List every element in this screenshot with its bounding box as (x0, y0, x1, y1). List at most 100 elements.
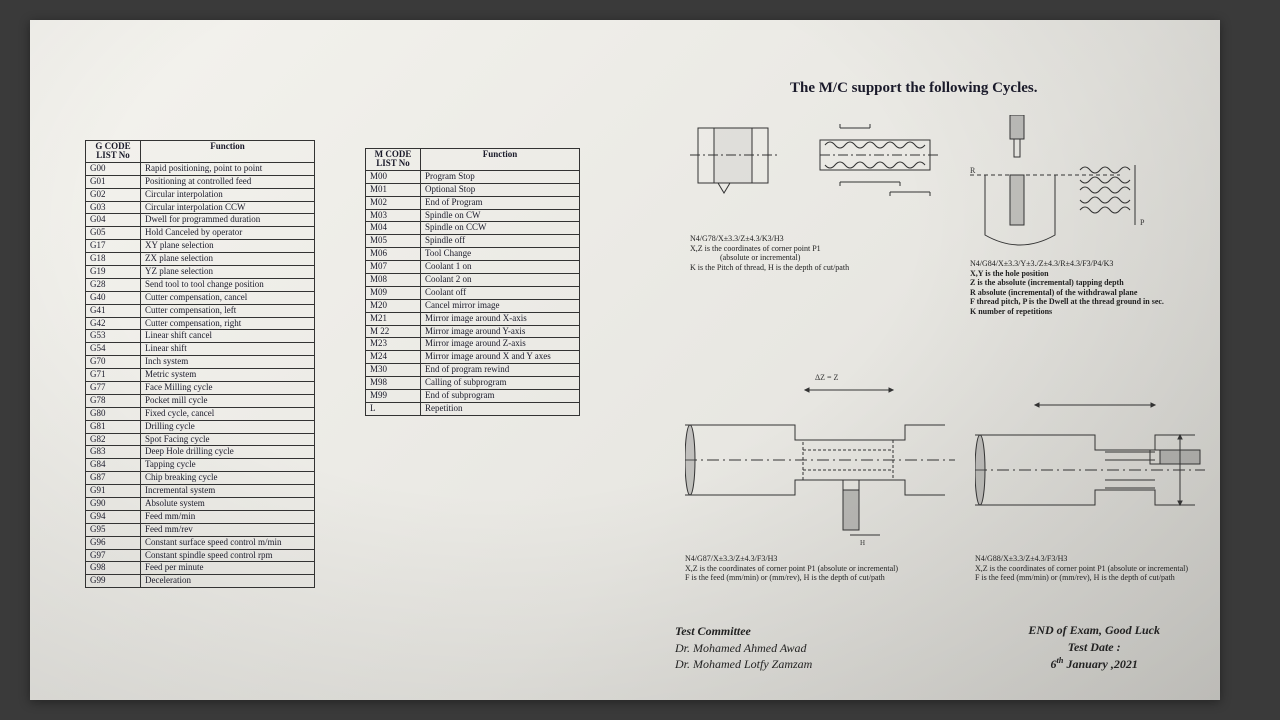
gcode-no: G77 (86, 382, 141, 395)
table-row: M01Optional Stop (366, 183, 580, 196)
table-row: M 22Mirror image around Y-axis (366, 325, 580, 338)
mcode-fn: Tool Change (421, 248, 580, 261)
cycles-title: The M/C support the following Cycles. (790, 80, 1038, 97)
gcode-no: G71 (86, 369, 141, 382)
mcode-no: M24 (366, 351, 421, 364)
mcode-no: M30 (366, 364, 421, 377)
mcode-no: M01 (366, 183, 421, 196)
svg-text:H: H (860, 539, 865, 547)
gcode-no: G70 (86, 356, 141, 369)
gcode-no: G83 (86, 446, 141, 459)
mcode-fn: Mirror image around Z-axis (421, 338, 580, 351)
table-row: G97Constant spindle speed control rpm (86, 549, 315, 562)
mcode-no: M02 (366, 196, 421, 209)
diagram-g88: N4/G88/X±3.3/Z±4.3/F3/H3 X,Z is the coor… (975, 390, 1205, 583)
gcode-no: G54 (86, 343, 141, 356)
mcode-fn: Mirror image around X-axis (421, 312, 580, 325)
table-row: G01Positioning at controlled feed (86, 175, 315, 188)
mcode-header-no: M CODELIST No (366, 149, 421, 171)
gcode-fn: Dwell for programmed duration (141, 214, 315, 227)
table-row: G05Hold Canceled by operator (86, 227, 315, 240)
table-row: G71Metric system (86, 369, 315, 382)
gcode-no: G04 (86, 214, 141, 227)
table-row: G96Constant surface speed control m/min (86, 536, 315, 549)
diagram-g78: N4/G78/X±3.3/Z±4.3/K3/H3 X,Z is the coor… (690, 110, 940, 272)
gcode-table: G CODELIST No Function G00Rapid position… (85, 140, 315, 588)
gcode-no: G17 (86, 240, 141, 253)
gcode-fn: Constant spindle speed control rpm (141, 549, 315, 562)
table-row: G99Deceleration (86, 575, 315, 588)
table-row: M21Mirror image around X-axis (366, 312, 580, 325)
gcode-fn: Feed mm/min (141, 510, 315, 523)
gcode-no: G81 (86, 420, 141, 433)
mcode-no: M21 (366, 312, 421, 325)
table-row: G00Rapid positioning, point to point (86, 162, 315, 175)
d1-l3: K is the Pitch of thread, H is the depth… (690, 263, 940, 273)
gcode-no: G01 (86, 175, 141, 188)
table-row: G18ZX plane selection (86, 253, 315, 266)
table-row: G02Circular interpolation (86, 188, 315, 201)
d3-l2: F is the feed (mm/min) or (mm/rev), H is… (685, 573, 955, 583)
table-row: G19YZ plane selection (86, 266, 315, 279)
mcode-fn: End of subprogram (421, 390, 580, 403)
gcode-header-fn: Function (141, 141, 315, 163)
mcode-no: M04 (366, 222, 421, 235)
table-row: M00Program Stop (366, 170, 580, 183)
table-row: M02End of Program (366, 196, 580, 209)
table-row: M30End of program rewind (366, 364, 580, 377)
mcode-fn: End of program rewind (421, 364, 580, 377)
end-of-exam: END of Exam, Good Luck (1028, 622, 1160, 638)
gcode-fn: Send tool to tool change position (141, 278, 315, 291)
mcode-no: M07 (366, 261, 421, 274)
exam-page: G CODELIST No Function G00Rapid position… (30, 20, 1220, 700)
table-row: M07Coolant 1 on (366, 261, 580, 274)
mcode-fn: Coolant off (421, 286, 580, 299)
table-row: M98Calling of subprogram (366, 377, 580, 390)
mcode-fn: Mirror image around X and Y axes (421, 351, 580, 364)
table-row: G03Circular interpolation CCW (86, 201, 315, 214)
mcode-fn: Optional Stop (421, 183, 580, 196)
gcode-no: G96 (86, 536, 141, 549)
gcode-fn: Face Milling cycle (141, 382, 315, 395)
mcode-fn: Program Stop (421, 170, 580, 183)
gcode-fn: Tapping cycle (141, 459, 315, 472)
gcode-fn: Positioning at controlled feed (141, 175, 315, 188)
d3-code: N4/G87/X±3.3/Z±4.3/F3/H3 (685, 554, 955, 564)
gcode-fn: Spot Facing cycle (141, 433, 315, 446)
mcode-fn: End of Program (421, 196, 580, 209)
table-row: G94Feed mm/min (86, 510, 315, 523)
mcode-no: M99 (366, 390, 421, 403)
gcode-no: G91 (86, 485, 141, 498)
committee-2: Dr. Mohamed Lotfy Zamzam (675, 656, 812, 672)
committee-title: Test Committee (675, 623, 812, 639)
gcode-no: G41 (86, 304, 141, 317)
mcode-no: M08 (366, 274, 421, 287)
gcode-no: G02 (86, 188, 141, 201)
gcode-fn: Cutter compensation, left (141, 304, 315, 317)
gcode-no: G40 (86, 291, 141, 304)
footer-committee: Test Committee Dr. Mohamed Ahmed Awad Dr… (675, 623, 812, 672)
gcode-fn: Feed mm/rev (141, 523, 315, 536)
diagram-g87: ΔZ = Z H N4/G87/X±3.3/Z±4.3/F3/H3 X,Z (685, 370, 955, 583)
gcode-no: G28 (86, 278, 141, 291)
mcode-no: M 22 (366, 325, 421, 338)
table-row: G84Tapping cycle (86, 459, 315, 472)
table-row: M23Mirror image around Z-axis (366, 338, 580, 351)
gcode-fn: Feed per minute (141, 562, 315, 575)
d1-l1: X,Z is the coordinates of corner point P… (690, 244, 940, 254)
table-row: M03Spindle on CW (366, 209, 580, 222)
gcode-no: G87 (86, 472, 141, 485)
gcode-fn: Hold Canceled by operator (141, 227, 315, 240)
gcode-fn: Cutter compensation, right (141, 317, 315, 330)
table-row: G54Linear shift (86, 343, 315, 356)
mcode-no: M09 (366, 286, 421, 299)
test-date: 6th January ,2021 (1028, 655, 1160, 672)
table-row: G78Pocket mill cycle (86, 394, 315, 407)
table-row: G70Inch system (86, 356, 315, 369)
gcode-no: G19 (86, 266, 141, 279)
d2-code: N4/G84/X±3.3/Y±3./Z±4.3/R±4.3/F3/P4/K3 (970, 259, 1200, 269)
table-row: G95Feed mm/rev (86, 523, 315, 536)
table-row: G17XY plane selection (86, 240, 315, 253)
gcode-fn: YZ plane selection (141, 266, 315, 279)
table-row: G42Cutter compensation, right (86, 317, 315, 330)
